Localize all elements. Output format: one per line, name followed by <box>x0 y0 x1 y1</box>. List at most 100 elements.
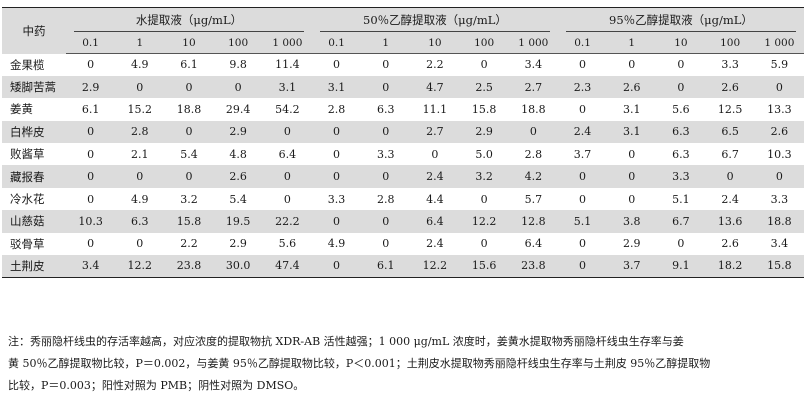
value-cell: 2.6 <box>721 237 739 251</box>
value-cell: 2.3 <box>557 75 608 99</box>
value-cell: 0 <box>164 165 214 188</box>
value-cell: 3.8 <box>607 210 657 233</box>
concentration-header: 10 <box>164 32 214 54</box>
value-cell: 0 <box>87 58 95 72</box>
ethanol-95-extract-header: 95％乙醇提取液（μg/mL） <box>557 7 804 32</box>
value-cell: 18.8 <box>176 102 202 116</box>
value-cell: 6.4 <box>410 210 460 233</box>
table-row: 冷水花 0 4.9 3.2 5.4 0 3.3 2.8 4.4 0 5.7 0 0 5.1 2.4 3.3 <box>2 188 804 210</box>
value-cell: 18.8 <box>754 210 804 233</box>
concentration-header: 1 000 <box>262 32 312 54</box>
value-cell: 11.1 <box>422 102 448 116</box>
value-cell: 0 <box>628 192 636 206</box>
value-cell: 0 <box>361 210 411 233</box>
value-cell: 3.3 <box>721 58 739 72</box>
value-cell: 5.9 <box>770 58 789 72</box>
value-cell: 2.1 <box>131 147 149 161</box>
value-cell: 2.9 <box>459 120 509 144</box>
value-cell: 19.5 <box>213 210 263 233</box>
value-cell: 3.3 <box>327 192 346 206</box>
value-cell: 5.4 <box>229 192 247 206</box>
table-row: 白桦皮 0 2.8 0 2.9 0 0 0 2.7 2.9 0 2.4 3.1 6.3 6.5 2.6 <box>2 120 804 144</box>
value-cell: 0 <box>557 255 608 278</box>
value-cell: 0 <box>213 75 263 99</box>
value-cell: 3.1 <box>262 75 312 99</box>
value-cell: 6.4 <box>278 147 297 161</box>
value-cell: 0 <box>164 75 214 99</box>
value-cell: 23.8 <box>508 255 558 278</box>
water-extract-header: 水提取液（μg/mL） <box>66 7 312 32</box>
value-cell: 2.9 <box>622 237 641 251</box>
value-cell: 9.8 <box>229 58 247 72</box>
value-cell: 47.4 <box>262 255 312 278</box>
herb-column-header: 中药 <box>2 7 66 54</box>
concentration-header: 10 <box>656 32 706 54</box>
value-cell: 12.2 <box>459 210 509 233</box>
value-cell: 0 <box>579 58 587 72</box>
value-cell: 0 <box>262 165 312 188</box>
value-cell: 0 <box>361 120 411 144</box>
footnote-line-2-text: 黄 50％乙醇提取物比较，P＝0.002，与姜黄 95％乙醇提取物比较，P＜0.… <box>8 357 711 370</box>
herb-name-cell: 姜黄 <box>10 102 33 117</box>
value-cell: 4.8 <box>229 147 247 161</box>
herb-name-cell: 金果榄 <box>10 57 45 72</box>
value-cell: 0 <box>656 75 706 99</box>
value-cell: 0 <box>311 120 362 144</box>
value-cell: 2.7 <box>410 120 460 144</box>
value-cell: 6.7 <box>721 147 739 161</box>
value-cell: 6.3 <box>376 102 395 116</box>
concentration-header: 1 <box>361 32 411 54</box>
value-cell: 5.7 <box>524 192 543 206</box>
value-cell: 0 <box>311 255 362 278</box>
value-cell: 3.7 <box>607 255 657 278</box>
value-cell: 3.1 <box>311 75 362 99</box>
value-cell: 0 <box>754 75 804 99</box>
table-body: 金果榄 0 4.9 6.1 9.8 11.4 0 0 2.2 0 3.4 0 0 0 3.3 5.9 矮脚苦蒿 2… <box>2 54 804 278</box>
value-cell: 0 <box>66 165 116 188</box>
table-row: 土荆皮 3.4 12.2 23.8 30.0 47.4 0 6.1 12.2 15.6 23.8 0 3… <box>2 255 804 278</box>
value-cell: 5.4 <box>180 147 198 161</box>
value-cell: 2.6 <box>213 165 263 188</box>
footnote-line-2: 黄 50％乙醇提取物比较，P＝0.002，与姜黄 95％乙醇提取物比较，P＜0.… <box>8 353 800 375</box>
value-cell: 2.2 <box>426 58 444 72</box>
concentration-header: 0.1 <box>557 32 608 54</box>
value-cell: 5.1 <box>557 210 608 233</box>
table-row: 山慈菇 10.3 6.3 15.8 19.5 22.2 0 0 6.4 12.2 12.8 5.1 3.… <box>2 210 804 233</box>
value-cell: 12.2 <box>115 255 165 278</box>
value-cell: 15.2 <box>127 102 153 116</box>
value-cell: 2.9 <box>213 120 263 144</box>
value-cell: 3.2 <box>180 192 198 206</box>
value-cell: 0 <box>628 58 636 72</box>
value-cell: 0 <box>333 58 341 72</box>
table-row: 驳骨草 0 0 2.2 2.9 5.6 4.9 0 2.4 0 6.4 0 2.9 0 2.6 3.4 <box>2 233 804 255</box>
value-cell: 2.7 <box>508 75 558 99</box>
value-cell: 5.6 <box>672 102 690 116</box>
value-cell: 54.2 <box>275 102 300 116</box>
value-cell: 2.4 <box>557 120 608 144</box>
value-cell: 15.8 <box>754 255 804 278</box>
value-cell: 2.8 <box>327 102 346 116</box>
value-cell: 0 <box>87 237 95 251</box>
value-cell: 2.4 <box>721 192 739 206</box>
concentration-header: 0.1 <box>66 32 116 54</box>
table-row: 姜黄 6.1 15.2 18.8 29.4 54.2 2.8 6.3 11.1 15.8 18.8 0… <box>2 98 804 120</box>
value-cell: 6.5 <box>705 120 755 144</box>
value-cell: 3.4 <box>66 255 116 278</box>
value-cell: 6.7 <box>656 210 706 233</box>
value-cell: 13.6 <box>705 210 755 233</box>
value-cell: 0 <box>579 102 587 116</box>
value-cell: 0 <box>283 192 291 206</box>
ethanol-50-extract-header: 50％乙醇提取液（μg/mL） <box>311 7 558 32</box>
group-header-row: 中药 水提取液（μg/mL） 50％乙醇提取液（μg/mL） 95％乙醇提取液（… <box>2 7 804 54</box>
value-cell: 0 <box>607 165 657 188</box>
value-cell: 2.4 <box>426 237 444 251</box>
value-cell: 29.4 <box>225 102 251 116</box>
value-cell: 15.6 <box>459 255 509 278</box>
concentration-header: 1 000 <box>508 32 558 54</box>
value-cell: 0 <box>164 120 214 144</box>
value-cell: 3.1 <box>622 102 641 116</box>
footnote-line-1: 注：秀丽隐杆线虫的存活率越高，对应浓度的提取物抗 XDR-AB 活性越强；1 0… <box>8 331 800 353</box>
value-cell: 6.3 <box>656 120 706 144</box>
value-cell: 0 <box>579 192 587 206</box>
concentration-header: 1 <box>115 32 165 54</box>
